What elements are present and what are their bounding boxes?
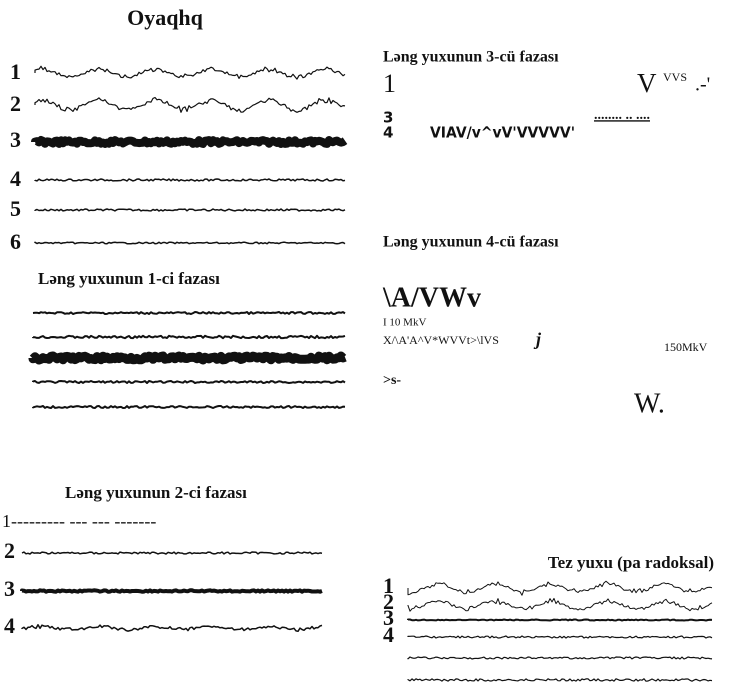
trace-text: W. [634,388,665,419]
trace-text: ........ .. .... [594,108,650,123]
eeg-trace [32,380,346,384]
section-title: Ləng yuxunun 3-cü fazası [383,49,559,66]
eeg-trace [34,208,346,212]
eeg-trace [20,588,323,594]
trace-text: >s- [383,373,401,388]
eeg-trace [407,635,713,639]
trace-text: V [637,68,657,98]
label: 3 [383,109,393,127]
title: Oyaqhq [127,5,204,30]
eeg-trace [407,580,713,596]
label: 3 [383,605,394,630]
label: 2 [4,538,15,563]
section-title: Ləng yuxunun 2-ci fazası [65,483,247,502]
eeg-trace [21,624,323,633]
section-title: Ləng yuxunun 4-cü fazası [383,234,559,251]
eeg-trace [32,405,346,409]
eeg-trace [407,618,713,622]
trace-text: 1--------- --- --- ------- [2,511,156,531]
label: 1 [383,573,394,598]
scale-label: 150MkV [664,340,708,354]
label: 1 [383,69,396,98]
label: 5 [10,196,21,221]
eeg-trace [28,351,348,365]
label: 3 [10,127,21,152]
label: 4 [383,622,394,647]
eeg-trace [34,241,346,245]
trace-text: \A/VWv [382,282,481,313]
trace-text: VIAV/v^vV'VVVVV' [430,124,575,142]
section-title: Ləng yuxunun 1-ci fazası [38,269,220,288]
eeg-trace [407,678,713,682]
section-title: Tez yuxu (pa radoksal) [548,553,714,572]
label: 3 [4,576,15,601]
trace-text: X/\A'A^V*WVVt>\lVS [383,333,499,347]
label: 4 [4,613,15,638]
eeg-trace [34,96,346,113]
trace-text: .-' [695,74,710,96]
label: 4 [10,166,21,191]
eeg-trace [34,178,346,182]
eeg-trace [31,136,348,148]
eeg-trace [32,334,346,340]
label: 2 [10,91,21,116]
label: 6 [10,229,21,254]
trace-text: j [533,329,542,349]
eeg-trace [21,551,323,555]
eeg-trace [32,311,346,315]
eeg-trace [407,656,713,660]
eeg-trace [34,65,346,80]
label: 2 [383,589,394,614]
label: 4 [383,124,393,142]
eeg-trace [407,597,713,612]
scale-label: I 10 MkV [383,317,426,329]
label: 1 [10,59,21,84]
trace-text: VVS [663,70,687,84]
